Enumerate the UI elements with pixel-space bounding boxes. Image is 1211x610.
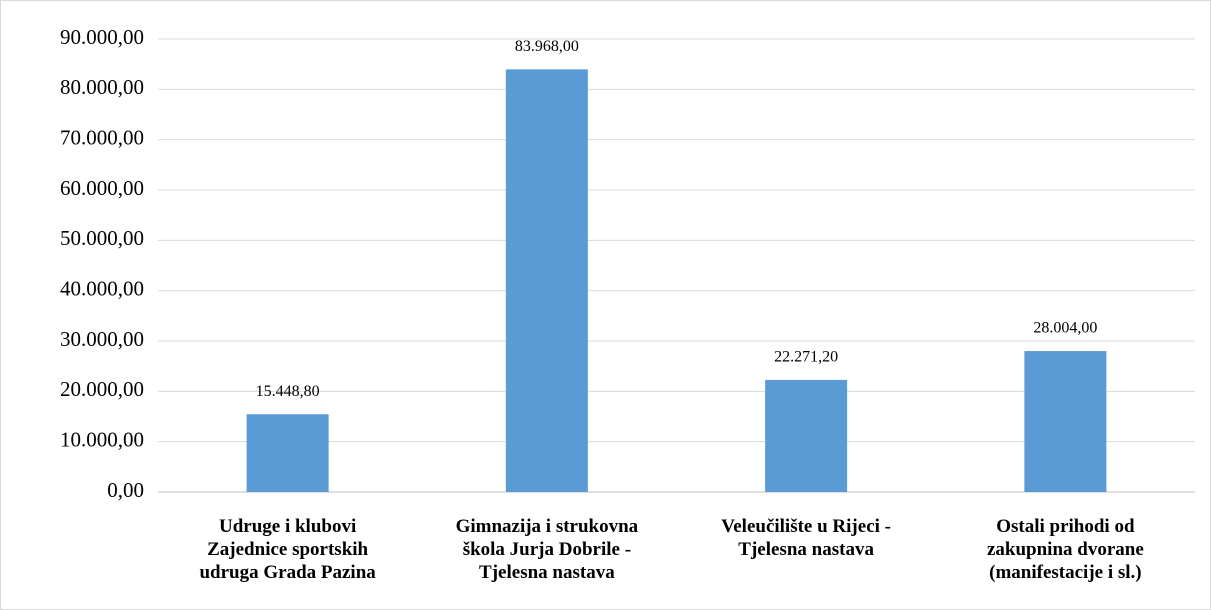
x-tick-label: Ostali prihodi od zakupnina dvorane (manif… [987, 516, 1144, 583]
y-tick-label: 40.000,00 [60, 276, 144, 300]
y-tick-label: 20.000,00 [60, 377, 144, 401]
value-label: 83.968,00 [515, 38, 579, 55]
y-tick-label: 50.000,00 [60, 226, 144, 250]
y-tick-label: 10.000,00 [60, 427, 144, 451]
y-tick-label: 70.000,00 [60, 125, 144, 149]
y-tick-label: 90.000,00 [60, 25, 144, 49]
y-tick-label: 0,00 [107, 478, 144, 502]
x-tick-label: Udruge i klubovi Zajednice sportskih udrug… [199, 516, 376, 583]
value-label: 15.448,80 [256, 383, 320, 400]
y-tick-label: 30.000,00 [60, 327, 144, 351]
x-tick-label: Veleučilište u Rijeci -Tjelesna nastava [721, 516, 891, 560]
y-tick-label: 80.000,00 [60, 75, 144, 99]
value-label: 22.271,20 [774, 349, 838, 366]
x-tick-label: Gimnazija i strukovna škola Jurja Dobrile… [456, 516, 639, 583]
value-label: 28.004,00 [1033, 320, 1097, 337]
bar [1024, 351, 1107, 492]
y-tick-label: 60.000,00 [60, 176, 144, 200]
bar [765, 379, 848, 492]
bar [505, 69, 588, 492]
bar [246, 414, 329, 492]
